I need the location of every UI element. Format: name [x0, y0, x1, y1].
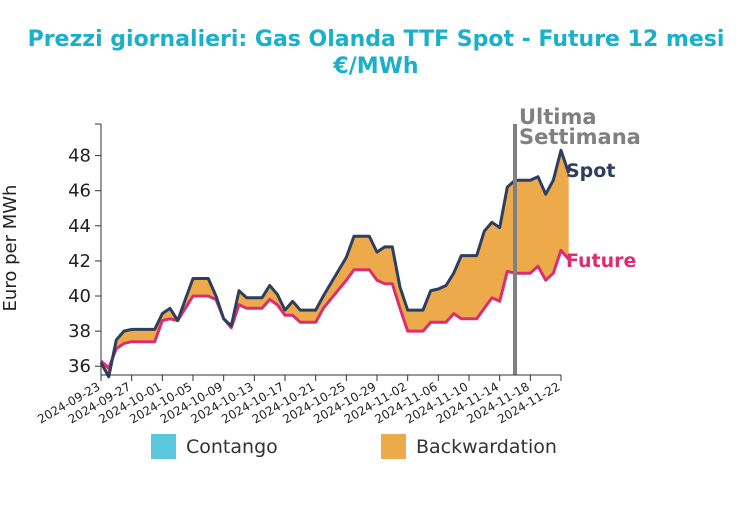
annotation-layer: Ultima Settimana [513, 105, 641, 375]
spot-line [99, 148, 571, 379]
future-line [99, 248, 570, 370]
future-series-label: Future [566, 250, 636, 272]
y-tick-label: 38 [68, 321, 91, 342]
y-tick-label: 36 [68, 356, 91, 377]
legend-backwardation-swatch [381, 434, 406, 459]
y-tick-label: 46 [68, 181, 91, 202]
annotation-line1: Ultima [519, 105, 597, 129]
chart-title: Prezzi giornalieri: Gas Olanda TTF Spot … [28, 27, 725, 52]
spot-series-label: Spot [566, 160, 615, 182]
axes [100, 124, 561, 376]
backwardation-area [101, 150, 569, 377]
chart-subtitle: €/MWh [332, 54, 418, 79]
legend-backwardation-label: Backwardation [416, 436, 557, 458]
annotation-line2: Settimana [519, 125, 641, 149]
backwardation-fill [101, 150, 569, 377]
y-tick-label: 48 [68, 146, 91, 167]
legend-contango-swatch [151, 434, 176, 459]
y-axis-label: Euro per MWh [0, 185, 21, 312]
legend-contango-label: Contango [186, 436, 278, 458]
y-tick-label: 40 [68, 286, 91, 307]
y-tick-label: 42 [68, 251, 91, 272]
y-tick-label: 44 [68, 216, 91, 237]
series-lines [99, 148, 571, 379]
x-ticks: 2024-09-232024-09-272024-10-012024-10-05… [35, 375, 563, 426]
y-ticks: 36 38 40 42 44 46 48 [68, 123, 101, 377]
legend: Contango Backwardation [151, 434, 557, 459]
